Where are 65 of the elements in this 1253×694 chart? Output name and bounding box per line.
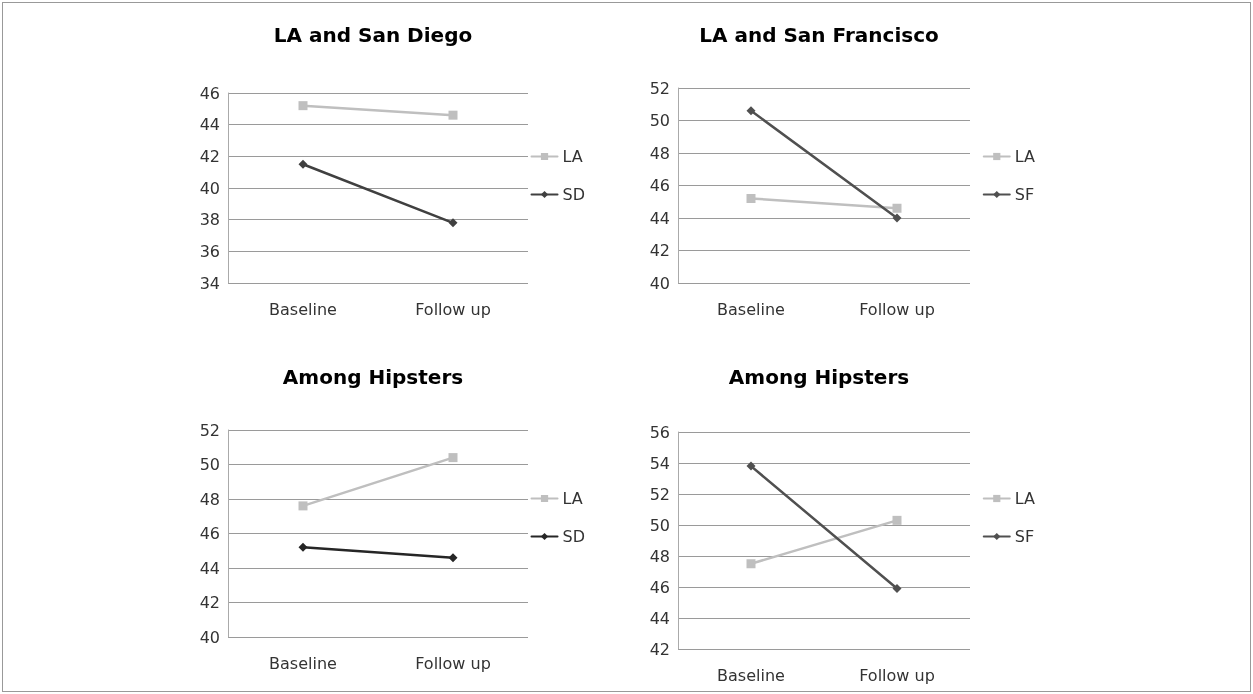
- y-tick-label: 52: [649, 484, 670, 504]
- y-tick-label: 46: [199, 83, 220, 103]
- point: [298, 159, 308, 169]
- legend-label: LA: [1014, 147, 1036, 166]
- point: [448, 453, 458, 463]
- point: [298, 542, 308, 552]
- point: [892, 213, 902, 223]
- y-tick-label: 38: [199, 210, 220, 230]
- y-tick-label: 40: [199, 627, 220, 647]
- point: [298, 501, 308, 511]
- y-tick-label: 40: [199, 178, 220, 198]
- x-tick-label: Follow up: [859, 299, 935, 319]
- legend-label: LA: [1014, 489, 1036, 508]
- y-tick-label: 42: [649, 639, 670, 659]
- y-tick-label: 48: [649, 143, 670, 163]
- y-tick-label: 44: [649, 608, 670, 628]
- point: [448, 218, 458, 228]
- chart-title: Among Hipsters: [728, 365, 910, 389]
- x-tick-label: Baseline: [269, 653, 337, 673]
- y-tick-label: 44: [649, 208, 670, 228]
- y-tick-label: 50: [199, 455, 220, 474]
- y-tick-label: 48: [199, 489, 220, 509]
- x-tick-label: Follow up: [415, 299, 491, 319]
- y-tick-label: 42: [199, 593, 220, 612]
- chart-title: LA and San Diego: [273, 23, 473, 47]
- y-tick-label: 46: [649, 577, 670, 597]
- y-tick-label: 50: [649, 515, 670, 535]
- y-tick-label: 46: [199, 524, 220, 543]
- y-tick-label: 46: [649, 176, 670, 195]
- y-tick-label: 54: [649, 453, 670, 473]
- point: [298, 101, 308, 111]
- x-tick-label: Baseline: [269, 299, 337, 319]
- point: [746, 559, 756, 569]
- x-tick-label: Baseline: [717, 665, 785, 685]
- y-tick-label: 44: [199, 558, 220, 578]
- point: [892, 203, 902, 213]
- legend-label: SF: [1014, 527, 1035, 546]
- chart-title: LA and San Francisco: [699, 23, 939, 47]
- chart-title: Among Hipsters: [282, 365, 464, 389]
- legend-label: SD: [562, 527, 586, 546]
- point: [448, 553, 458, 563]
- y-tick-label: 34: [199, 273, 220, 293]
- x-tick-label: Follow up: [859, 665, 935, 685]
- legend-label: LA: [562, 489, 583, 508]
- legend-label: LA: [562, 147, 583, 166]
- point: [746, 194, 756, 203]
- y-tick-label: 52: [649, 78, 670, 98]
- point: [892, 515, 902, 525]
- y-tick-label: 42: [649, 241, 670, 260]
- point: [746, 106, 756, 116]
- legend-label: SF: [1014, 185, 1035, 204]
- y-tick-label: 50: [649, 111, 670, 130]
- y-tick-label: 48: [649, 546, 670, 566]
- y-tick-label: 56: [649, 422, 670, 442]
- y-tick-label: 44: [199, 115, 220, 135]
- y-tick-label: 42: [199, 146, 220, 166]
- x-tick-label: Follow up: [415, 653, 491, 673]
- x-tick-label: Baseline: [717, 299, 785, 319]
- point: [746, 461, 756, 471]
- y-tick-label: 40: [649, 273, 670, 293]
- legend-label: SD: [562, 185, 586, 204]
- point: [892, 584, 902, 594]
- y-tick-label: 36: [199, 241, 220, 261]
- point: [448, 110, 458, 120]
- y-tick-label: 52: [199, 420, 220, 440]
